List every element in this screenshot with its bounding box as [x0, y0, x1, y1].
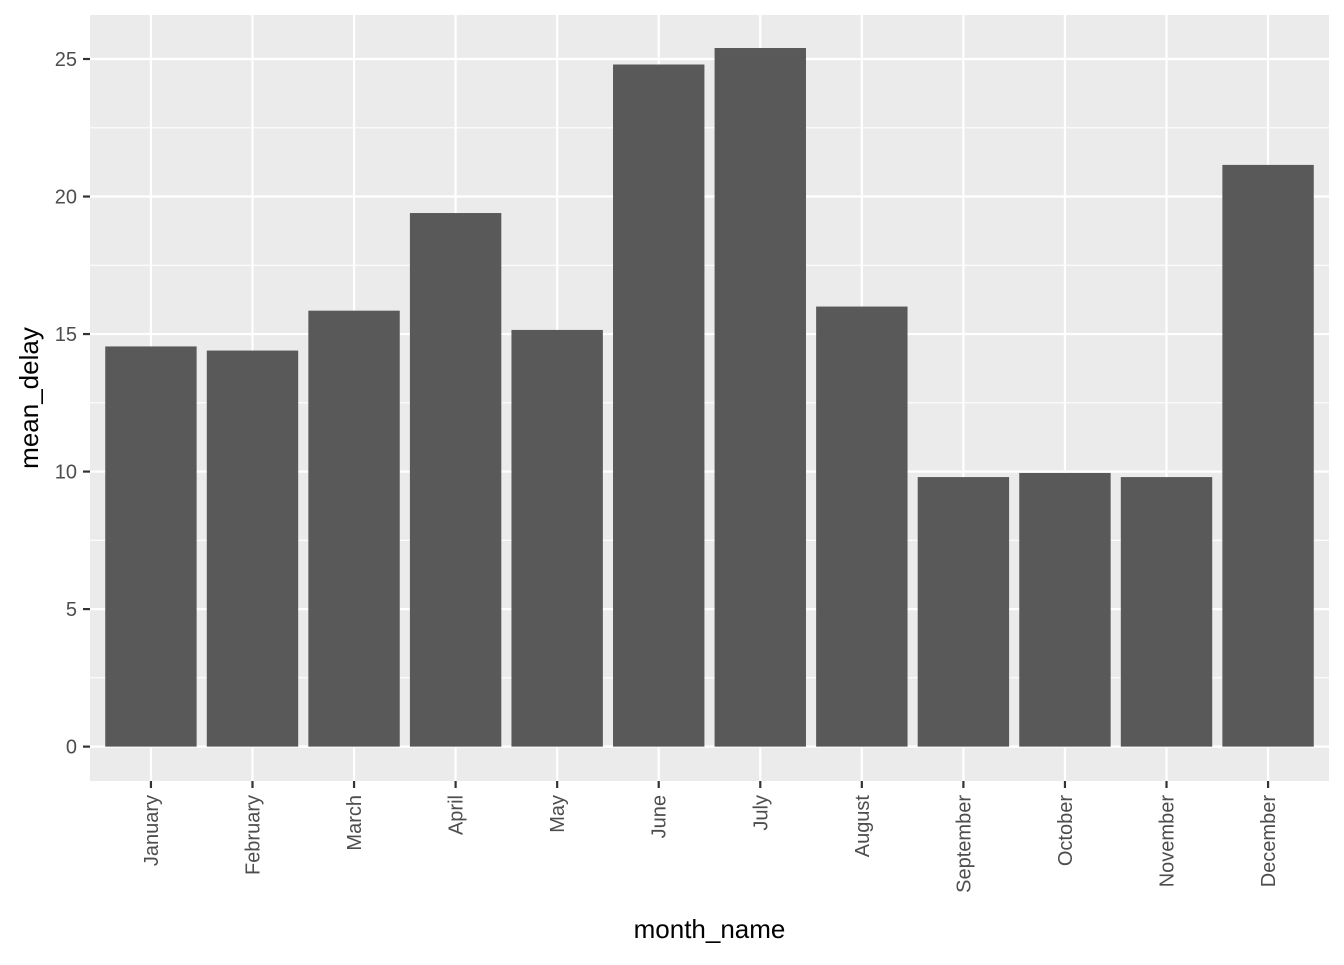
y-tick-label: 15: [55, 324, 77, 346]
bar-november: [1120, 477, 1213, 747]
x-axis-title: month_name: [634, 914, 786, 944]
x-tick-label-december: December: [1258, 795, 1280, 888]
y-axis: 0 5 10 15 20 25: [55, 49, 90, 759]
x-tick-label-july: July: [750, 795, 772, 831]
bar-may: [511, 329, 603, 747]
x-tick-label-october: October: [1055, 795, 1077, 866]
x-tick-label-august: August: [852, 795, 874, 858]
bar-december: [1222, 164, 1314, 747]
bar-january: [105, 346, 197, 747]
bar-april: [409, 213, 502, 747]
bars: [105, 48, 1314, 747]
bar-july: [714, 48, 806, 747]
bar-june: [613, 64, 705, 747]
x-tick-label-march: March: [344, 795, 366, 851]
bar-october: [1019, 472, 1111, 747]
bar-march: [308, 310, 400, 747]
x-tick-label-september: September: [953, 795, 975, 893]
y-tick-label: 5: [66, 599, 77, 621]
x-tick-label-june: June: [649, 795, 671, 838]
x-tick-label-november: November: [1157, 795, 1179, 888]
bar-august: [816, 306, 908, 747]
y-tick-label: 20: [55, 187, 77, 209]
x-tick-label-february: February: [242, 795, 264, 875]
bar-september: [917, 477, 1010, 747]
x-axis: January February March April May June July Augu…: [141, 781, 1280, 893]
y-tick-label: 0: [66, 737, 77, 759]
x-tick-label-may: May: [547, 795, 569, 833]
x-tick-label-april: April: [446, 795, 468, 835]
x-tick-label-january: January: [141, 795, 163, 866]
y-tick-label: 10: [55, 462, 77, 484]
y-axis-title: mean_delay: [14, 327, 44, 469]
bar-february: [206, 350, 299, 747]
y-tick-label: 25: [55, 49, 77, 71]
